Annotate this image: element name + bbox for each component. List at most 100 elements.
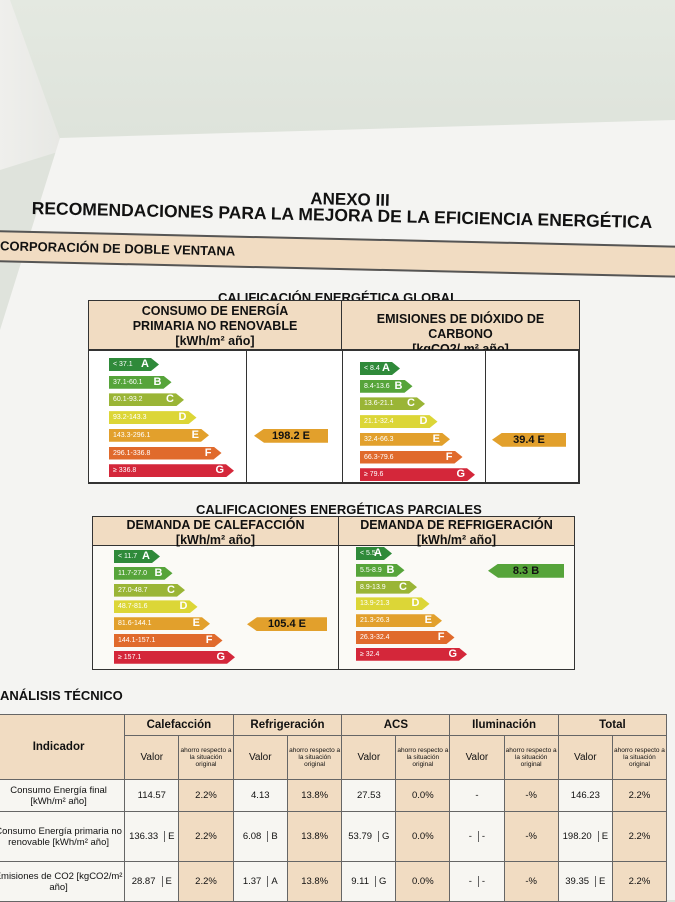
- saving-cell: 13.8%: [286, 811, 343, 862]
- rating-bar-range: 26.3-32.4: [360, 634, 390, 641]
- rating-bar-letter: F: [205, 634, 213, 646]
- rating-bar-letter: D: [178, 411, 187, 424]
- valor-header: Valor: [449, 735, 505, 780]
- saving-cell: 0.0%: [395, 811, 451, 862]
- rating-bar-c: 13.6-21.1 C: [360, 397, 425, 410]
- rating-bar-letter: C: [399, 580, 407, 593]
- rating-bar-range: 296.1-336.8: [113, 449, 151, 457]
- rating-bar-letter: F: [445, 450, 453, 463]
- value-text: 114.57: [137, 790, 166, 801]
- rating-bar-c: 60.1-93.2 C: [109, 393, 184, 406]
- rating-bar-range: < 8.4: [364, 365, 380, 372]
- measure-title: CORPORACIÓN DE DOBLE VENTANA: [0, 238, 236, 259]
- value-text: 39.35: [565, 876, 590, 887]
- ahorro-header: ahorro respecto a la situación original: [395, 735, 451, 780]
- valor-header: Valor: [232, 735, 288, 780]
- consumo-title-line3: [kWh/m² año]: [175, 334, 255, 348]
- consumo-value-box: [246, 350, 343, 483]
- rating-bar-f: 66.3-79.6 F: [360, 451, 463, 464]
- saving-cell: 2.2%: [178, 811, 234, 862]
- value-cell: 136.33 E: [124, 811, 180, 862]
- saving-cell: -%: [503, 861, 559, 902]
- class-letter: B: [267, 831, 278, 842]
- class-letter: G: [375, 876, 386, 887]
- rating-indicator: 105.4 E: [247, 617, 327, 632]
- rating-bar-range: < 37.1: [113, 361, 133, 368]
- group-header: ACS: [341, 714, 451, 736]
- class-letter: -: [477, 831, 485, 842]
- value-text: 198.20: [562, 831, 592, 842]
- rating-bar-b: 11.7-27.0 B: [114, 567, 173, 580]
- partial-rating-title: CALIFICACIONES ENERGÉTICAS PARCIALES: [196, 502, 482, 517]
- rating-bar-range: 5.5-8.9: [360, 566, 382, 574]
- rating-bar-d: 13.9-21.3 D: [356, 597, 430, 610]
- class-letter: E: [164, 831, 174, 842]
- rating-bar-letter: E: [192, 617, 200, 630]
- refrigeracion-title-line2: [kWh/m² año]: [416, 533, 497, 547]
- value-cell: 114.57: [124, 779, 180, 812]
- rating-bar-a: < 37.1 A: [109, 358, 159, 371]
- indicator-label: Consumo Energía primaria no renovable [k…: [0, 811, 126, 862]
- group-header: Refrigeración: [232, 714, 343, 736]
- saving-cell: 2.2%: [178, 861, 234, 902]
- value-cell: -: [449, 779, 505, 812]
- ahorro-header: ahorro respecto a la situación original: [178, 735, 234, 780]
- rating-bar-range: ≥ 32.4: [360, 650, 380, 658]
- rating-bar-b: 5.5-8.9 B: [356, 564, 405, 577]
- rating-bar-range: 81.6-144.1: [118, 620, 152, 628]
- value-cell: 1.37 A: [232, 861, 288, 902]
- rating-bar-range: 143.3-296.1: [113, 431, 151, 439]
- rating-bar-letter: G: [456, 468, 465, 481]
- rating-bar-letter: G: [215, 464, 224, 477]
- rating-bar-g: ≥ 32.4 G: [356, 648, 467, 661]
- ahorro-header: ahorro respecto a la situación original: [503, 735, 559, 780]
- rating-bar-e: 32.4-66.3 E: [360, 433, 450, 446]
- value-text: 27.53: [356, 790, 381, 801]
- rating-bar-a: < 5.5 A: [356, 547, 392, 560]
- ahorro-header: ahorro respecto a la situación original: [286, 735, 343, 780]
- emisiones-header: EMISIONES DE DIÓXIDO DE CARBONO [kgCO2/ …: [342, 301, 579, 356]
- indicator-label: Consumo Energía final [kWh/m² año]: [0, 779, 126, 812]
- rating-bar-range: 13.9-21.3: [360, 600, 390, 608]
- value-cell: 198.20 E: [557, 811, 613, 862]
- value-cell: 6.08 B: [232, 811, 288, 862]
- rating-bar-a: < 8.4 A: [360, 362, 400, 375]
- saving-cell: 13.8%: [286, 861, 343, 902]
- consumo-title-line2: PRIMARIA NO RENOVABLE: [132, 319, 298, 333]
- calefaccion-header: DEMANDA DE CALEFACCIÓN [kWh/m² año]: [93, 517, 338, 547]
- rating-bar-letter: B: [154, 566, 163, 579]
- rating-bar-letter: E: [424, 614, 432, 627]
- rating-bar-range: 21.3-26.3: [360, 617, 390, 625]
- class-letter: -: [477, 876, 485, 887]
- rating-bar-range: 93.2-143.3: [113, 414, 147, 422]
- rating-bar-letter: A: [141, 358, 149, 370]
- rating-bar-range: ≥ 157.1: [118, 653, 142, 661]
- emisiones-value-box: [485, 350, 579, 483]
- calefaccion-title-line1: DEMANDA DE CALEFACCIÓN: [126, 518, 305, 532]
- analisis-title: ANÁLISIS TÉCNICO: [0, 688, 123, 703]
- rating-bar-letter: D: [419, 415, 428, 428]
- rating-bar-range: 27.0-48.7: [118, 586, 148, 594]
- saving-cell: 0.0%: [395, 779, 451, 812]
- rating-bar-letter: A: [382, 362, 390, 374]
- value-cell: --: [449, 861, 505, 902]
- rating-bar-letter: F: [204, 446, 212, 459]
- rating-bar-e: 81.6-144.1 E: [114, 617, 210, 630]
- rating-bar-g: ≥ 336.8 G: [109, 464, 234, 477]
- group-header: Calefacción: [124, 714, 234, 736]
- rating-bar-range: 13.6-21.1: [364, 400, 394, 408]
- ahorro-header: ahorro respecto a la situación original: [611, 735, 668, 780]
- rating-bar-letter: G: [448, 647, 457, 660]
- rating-bar-g: ≥ 157.1 G: [114, 651, 235, 664]
- rating-bar-letter: A: [142, 550, 150, 562]
- rating-bar-range: 48.7-81.6: [118, 603, 148, 611]
- table-row: Consumo Energía primaria no renovable [k…: [0, 811, 668, 862]
- rating-bar-c: 27.0-48.7 C: [114, 584, 185, 597]
- value-cell: 9.11 G: [341, 861, 397, 902]
- rating-bar-letter: E: [191, 428, 199, 441]
- rating-bar-range: 60.1-93.2: [113, 396, 143, 404]
- rating-bar-range: ≥ 79.6: [364, 471, 384, 479]
- rating-bar-range: 144.1-157.1: [118, 637, 156, 644]
- saving-cell: 2.2%: [611, 811, 668, 862]
- rating-bar-e: 143.3-296.1 E: [109, 429, 209, 442]
